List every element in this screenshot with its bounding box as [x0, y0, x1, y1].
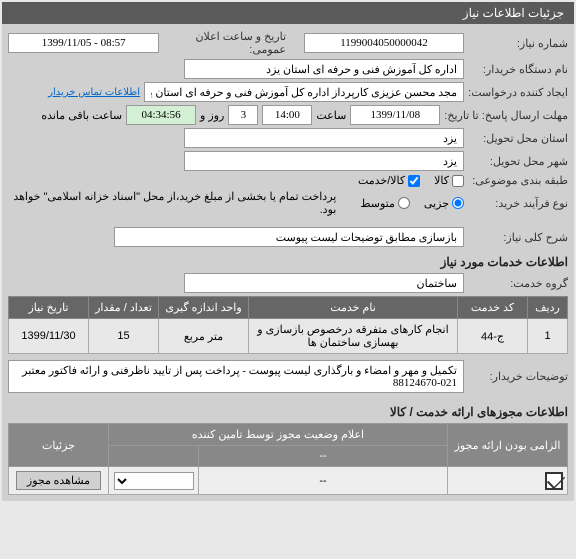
time-label: ساعت: [316, 109, 346, 122]
services-checkbox[interactable]: [408, 175, 420, 187]
deadline-date-input[interactable]: [350, 105, 440, 125]
announce-date-label: تاریخ و ساعت اعلان عمومی:: [163, 30, 286, 56]
partial-radio[interactable]: [452, 197, 464, 209]
th-name: نام خدمت: [249, 297, 458, 319]
view-permit-button[interactable]: مشاهده مجوز: [16, 471, 101, 490]
table-row[interactable]: 1 ج-44 انجام کارهای متفرقه درخصوص بازساز…: [9, 319, 568, 354]
days-remaining-input: [228, 105, 258, 125]
medium-label: متوسط: [360, 197, 395, 210]
permit-dropdown[interactable]: [114, 472, 194, 490]
announce-date-input[interactable]: [8, 33, 159, 53]
th-status: --: [199, 446, 448, 467]
purchase-note: پرداخت تمام یا بخشی از مبلغ خرید،از محل …: [8, 190, 336, 216]
th-qty: تعداد / مقدار: [89, 297, 159, 319]
need-title-label: شرح کلی نیاز:: [468, 231, 568, 244]
services-section-title: اطلاعات خدمات مورد نیاز: [8, 255, 568, 269]
buyer-org-label: نام دستگاه خریدار:: [468, 63, 568, 76]
requester-label: ایجاد کننده درخواست:: [468, 86, 568, 99]
need-number-label: شماره نیاز:: [468, 37, 568, 50]
goods-checkbox[interactable]: [452, 175, 464, 187]
deadline-label: مهلت ارسال پاسخ: تا تاریخ:: [444, 109, 568, 122]
medium-radio[interactable]: [398, 197, 410, 209]
mandatory-checkbox[interactable]: [545, 472, 563, 490]
cell-row: 1: [528, 319, 568, 354]
th-mandatory: الزامی بودن ارائه مجوز: [448, 424, 568, 467]
purchase-type-label: نوع فرآیند خرید:: [468, 197, 568, 210]
services-label: کالا/خدمت: [358, 174, 405, 187]
buyer-desc-label: توضیحات خریدار:: [468, 370, 568, 383]
permit-section-title: اطلاعات مجوزهای ارائه خدمت / کالا: [8, 405, 568, 419]
days-label: روز و: [200, 109, 224, 122]
th-unit: واحد اندازه گیری: [159, 297, 249, 319]
city-label: شهر محل تحویل:: [468, 155, 568, 168]
permit-row: -- مشاهده مجوز: [9, 467, 568, 495]
goods-label: کالا: [434, 174, 449, 187]
cell-name: انجام کارهای متفرقه درخصوص بازسازی و بهس…: [249, 319, 458, 354]
th-table-label: اعلام وضعیت مجوز توسط تامین کننده: [109, 424, 448, 446]
buyer-org-input[interactable]: [184, 59, 464, 79]
services-table: ردیف کد خدمت نام خدمت واحد اندازه گیری ت…: [8, 296, 568, 354]
contact-link[interactable]: اطلاعات تماس خریدار: [48, 87, 140, 98]
cell-qty: 15: [89, 319, 159, 354]
service-group-label: گروه خدمت:: [468, 277, 568, 290]
cell-code: ج-44: [458, 319, 528, 354]
cell-unit: متر مربع: [159, 319, 249, 354]
permit-status-cell: --: [199, 467, 448, 495]
cell-date: 1399/11/30: [9, 319, 89, 354]
th-date: تاریخ نیاز: [9, 297, 89, 319]
partial-label: جزیی: [424, 197, 449, 210]
time-remaining-label: ساعت باقی مانده: [41, 109, 122, 122]
service-group-input[interactable]: [184, 273, 464, 293]
th-row: ردیف: [528, 297, 568, 319]
buyer-desc-box: تکمیل و مهر و امضاء و بارگذاری لیست پیوس…: [8, 360, 464, 393]
need-number-input[interactable]: [304, 33, 464, 53]
city-input[interactable]: [184, 151, 464, 171]
requester-input[interactable]: [144, 82, 464, 102]
th-code: کد خدمت: [458, 297, 528, 319]
province-input[interactable]: [184, 128, 464, 148]
deadline-time-input[interactable]: [262, 105, 312, 125]
need-title-input[interactable]: [114, 227, 464, 247]
th-details: جزئیات: [9, 424, 109, 467]
province-label: استان محل تحویل:: [468, 132, 568, 145]
permit-table: الزامی بودن ارائه مجوز اعلام وضعیت مجوز …: [8, 423, 568, 495]
time-remaining-input: [126, 105, 196, 125]
panel-title: جزئیات اطلاعات نیاز: [2, 2, 574, 24]
budget-label: طبقه بندی موضوعی:: [468, 174, 568, 187]
